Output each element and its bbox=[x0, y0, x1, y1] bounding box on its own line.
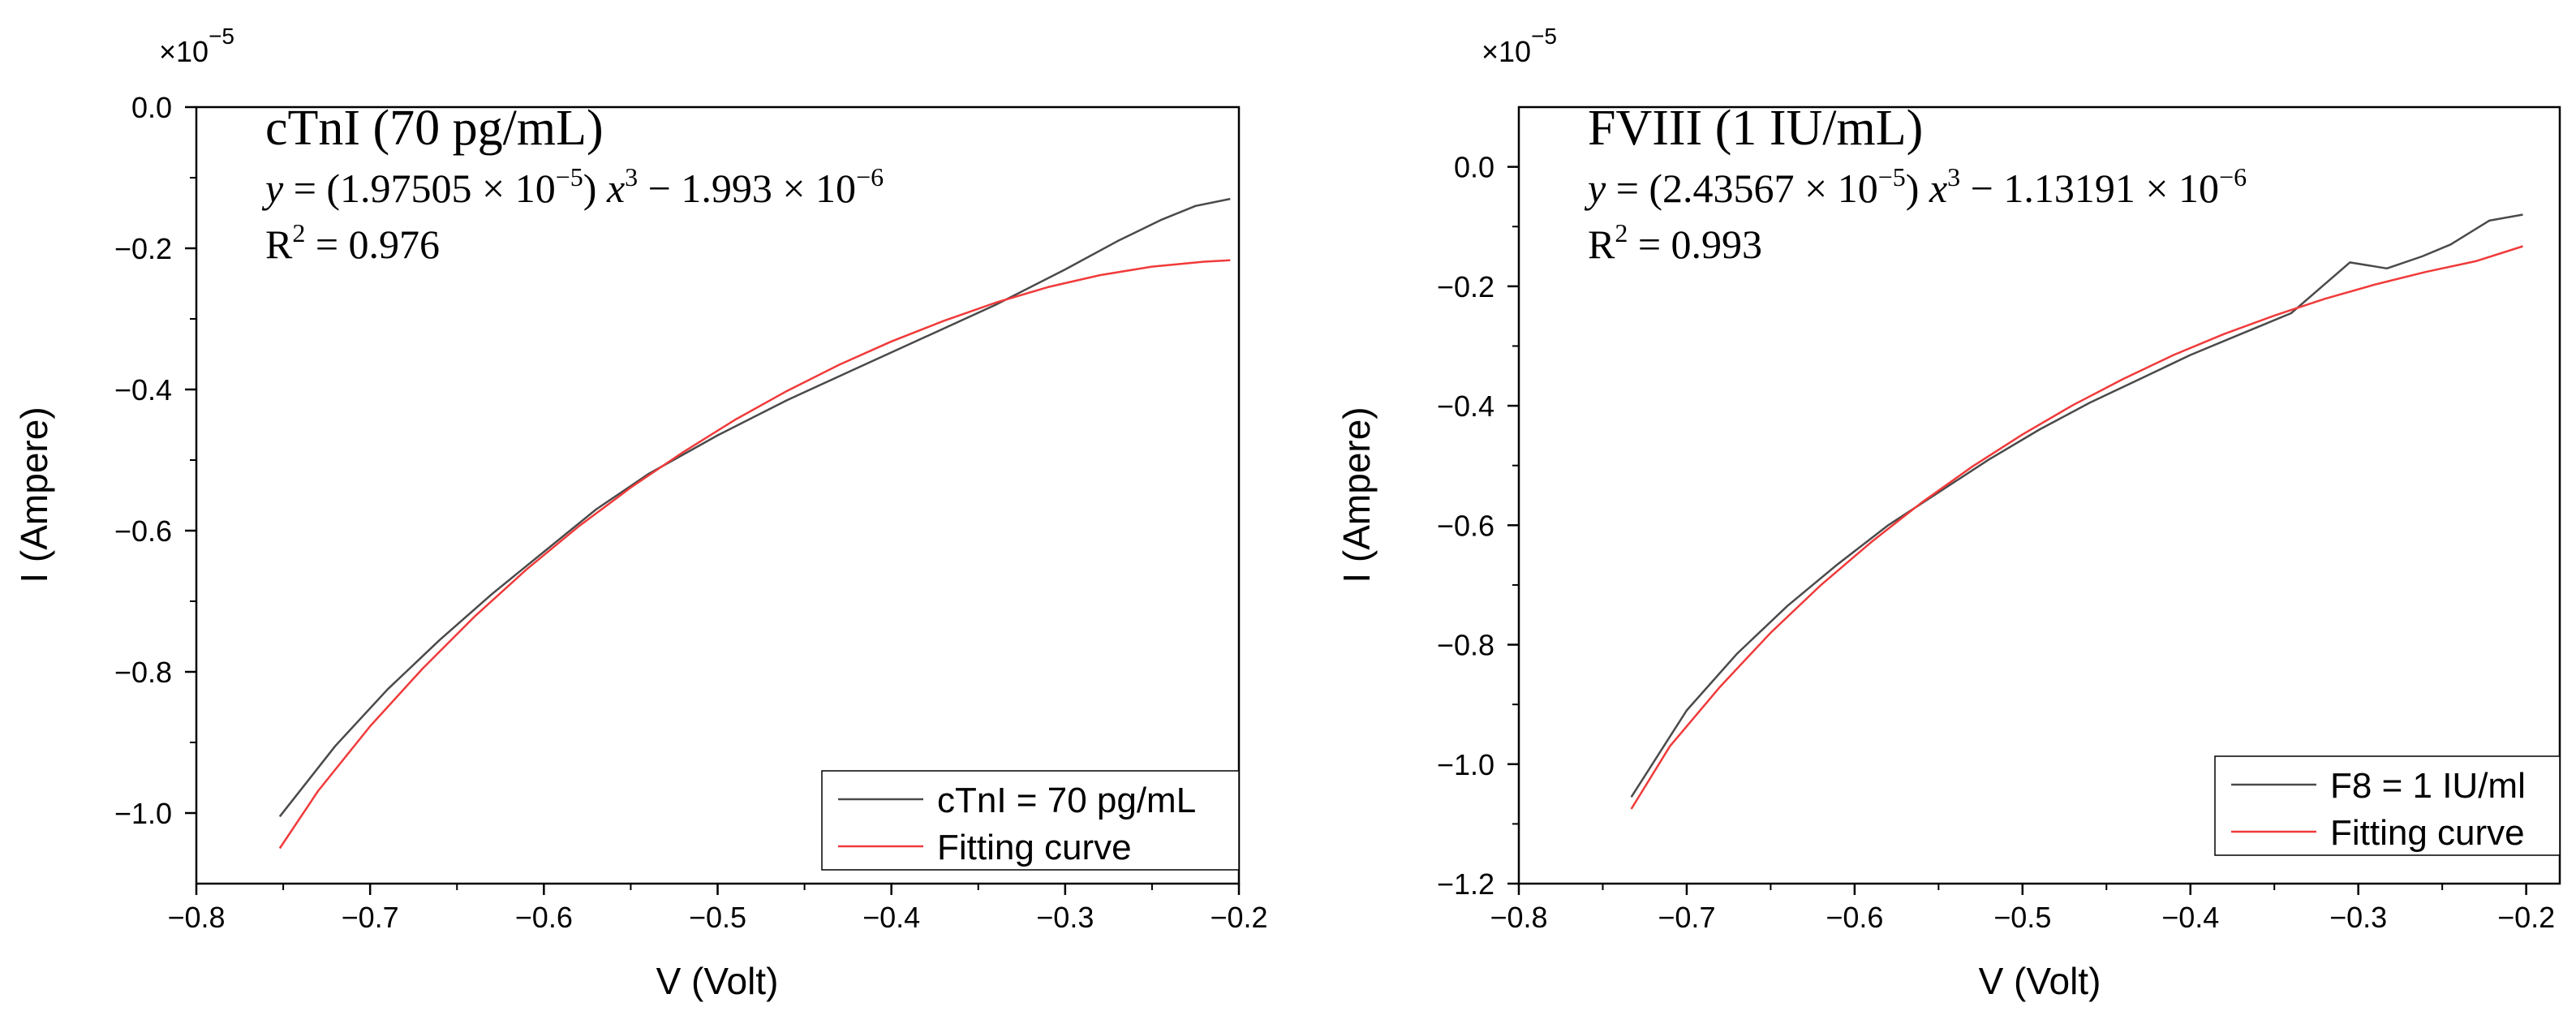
y-tick-label: −1.0 bbox=[114, 797, 172, 830]
y-tick-label: −0.6 bbox=[114, 514, 172, 548]
y-tick-label: −1.2 bbox=[1437, 867, 1494, 901]
legend-label-data: cTnI = 70 pg/mL bbox=[937, 781, 1196, 820]
x-tick-label: −0.8 bbox=[167, 901, 225, 934]
x-axis-title: V (Volt) bbox=[1979, 960, 2101, 1002]
x-tick-label: −0.7 bbox=[342, 901, 399, 934]
series-group bbox=[278, 197, 1231, 850]
annotation-r-squared: R2 = 0.976 bbox=[265, 218, 440, 267]
x-tick-label: −0.3 bbox=[2329, 901, 2387, 934]
y-tick-label: −0.6 bbox=[1437, 509, 1494, 542]
x-tick-label: −0.3 bbox=[1036, 901, 1094, 934]
y-tick-label: −0.8 bbox=[1437, 629, 1494, 662]
y-tick-label: −0.4 bbox=[114, 373, 172, 407]
y-tick-label: −0.4 bbox=[1437, 389, 1494, 423]
x-tick-group: −0.8 −0.7 −0.6 −0.5 −0.4 −0.3 −0.2 bbox=[1490, 884, 2555, 934]
y-axis-title: I (Ampere) bbox=[13, 407, 55, 583]
annotation-equation: y = (2.43567 × 10−5) x3 − 1.13191 × 10−6 bbox=[1584, 162, 2247, 211]
x-tick-group: −0.8 −0.7 −0.6 −0.5 −0.4 −0.3 −0.2 bbox=[167, 884, 1268, 934]
chart-panel-fviii: 0.0 −0.2 −0.4 −0.6 −0.8 −1.0 −1.2 −0.8 −0.7 −0.6… bbox=[1335, 24, 2561, 1002]
x-tick-label: −0.7 bbox=[1658, 901, 1715, 934]
series-line-fitting-curve bbox=[1630, 245, 2523, 810]
exponent-label: ×10−5 bbox=[159, 24, 234, 68]
y-tick-label: −0.2 bbox=[114, 232, 172, 265]
legend-label-data: F8 = 1 IU/ml bbox=[2330, 766, 2526, 806]
x-axis-title: V (Volt) bbox=[656, 960, 779, 1002]
x-tick-label: −0.2 bbox=[2497, 901, 2555, 934]
x-tick-label: −0.2 bbox=[1210, 901, 1267, 934]
legend-box bbox=[2214, 755, 2561, 856]
y-tick-label: −1.0 bbox=[1437, 748, 1494, 781]
x-tick-label: −0.8 bbox=[1490, 901, 1547, 934]
y-tick-label: −0.2 bbox=[1437, 270, 1494, 303]
y-axis-title: I (Ampere) bbox=[1335, 407, 1378, 583]
annotation-equation: y = (1.97505 × 10−5) x3 − 1.993 × 10−6 bbox=[261, 162, 884, 211]
series-group bbox=[1630, 213, 2523, 810]
x-tick-label: −0.5 bbox=[689, 901, 746, 934]
legend-label-fit: Fitting curve bbox=[2330, 813, 2525, 853]
legend: F8 = 1 IU/ml Fitting curve bbox=[2214, 755, 2561, 856]
y-tick-label: −0.8 bbox=[114, 656, 172, 689]
series-line-measured bbox=[1630, 213, 2523, 798]
y-tick-group: 0.0 −0.2 −0.4 −0.6 −0.8 −1.0 bbox=[114, 91, 196, 830]
legend-label-fit: Fitting curve bbox=[937, 828, 1132, 867]
y-tick-label: 0.0 bbox=[1454, 151, 1494, 184]
chart-panel-ctni: 0.0 −0.2 −0.4 −0.6 −0.8 −1.0 −0.8 −0.7 −0.6 −0.5… bbox=[13, 24, 1268, 1002]
y-tick-group: 0.0 −0.2 −0.4 −0.6 −0.8 −1.0 −1.2 bbox=[1437, 151, 1519, 901]
series-line-measured bbox=[278, 197, 1231, 818]
exponent-label: ×10−5 bbox=[1482, 24, 1557, 68]
plot-frame bbox=[1517, 105, 2561, 885]
annotation-r-squared: R2 = 0.993 bbox=[1588, 218, 1762, 267]
x-tick-label: −0.5 bbox=[1993, 901, 2051, 934]
x-tick-label: −0.4 bbox=[2161, 901, 2219, 934]
annotation-title: cTnI (70 pg/mL) bbox=[265, 101, 604, 156]
y-tick-label: 0.0 bbox=[131, 91, 172, 124]
legend-box bbox=[821, 770, 1240, 871]
x-tick-label: −0.4 bbox=[862, 901, 920, 934]
legend: cTnI = 70 pg/mL Fitting curve bbox=[821, 770, 1240, 871]
x-tick-label: −0.6 bbox=[515, 901, 573, 934]
x-tick-label: −0.6 bbox=[1826, 901, 1883, 934]
annotation-title: FVIII (1 IU/mL) bbox=[1588, 101, 1923, 156]
series-line-fitting-curve bbox=[278, 259, 1231, 850]
